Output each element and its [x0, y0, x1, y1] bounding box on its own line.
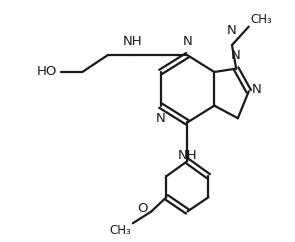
Text: N: N [156, 112, 165, 125]
Text: NH: NH [178, 149, 197, 162]
Text: HO: HO [37, 66, 57, 78]
Text: N: N [252, 83, 262, 96]
Text: N: N [183, 36, 192, 48]
Text: CH₃: CH₃ [250, 13, 272, 26]
Text: N: N [227, 24, 237, 37]
Text: CH₃: CH₃ [109, 224, 131, 237]
Text: NH: NH [123, 36, 142, 48]
Text: O: O [137, 203, 148, 215]
Text: N: N [230, 49, 240, 62]
